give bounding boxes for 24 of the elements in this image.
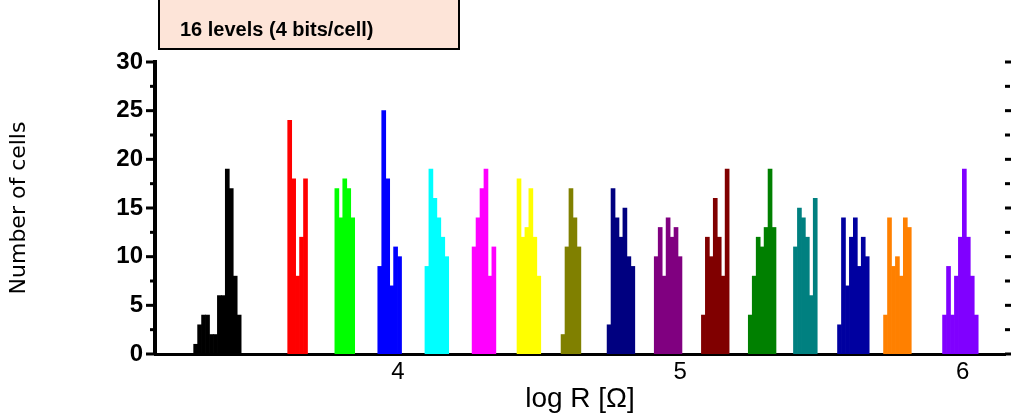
x-tick-label: 5 <box>673 357 687 385</box>
y-tick-label: 5 <box>129 289 143 317</box>
x-tick-label: 6 <box>955 357 970 385</box>
bar <box>381 110 387 354</box>
x-axis-title: log R [Ω] <box>525 381 635 413</box>
y-tick-label: 0 <box>129 338 143 366</box>
bar <box>895 256 900 354</box>
bar <box>946 266 951 354</box>
bar <box>287 120 293 354</box>
x-tick-label: 4 <box>391 357 405 385</box>
bar <box>712 197 718 354</box>
bar <box>812 197 818 354</box>
y-tick-label: 15 <box>116 192 143 220</box>
y-tick-label: 25 <box>116 95 143 123</box>
bar <box>841 217 846 354</box>
y-tick-label: 20 <box>116 143 143 171</box>
bar <box>657 227 663 354</box>
bar <box>887 217 892 354</box>
bar <box>962 168 967 354</box>
y-axis-title: Number of cells <box>4 121 30 295</box>
bar <box>303 178 308 354</box>
bar <box>853 217 858 354</box>
y-tick-label: 10 <box>116 241 143 269</box>
y-tick-label: 30 <box>116 46 143 74</box>
